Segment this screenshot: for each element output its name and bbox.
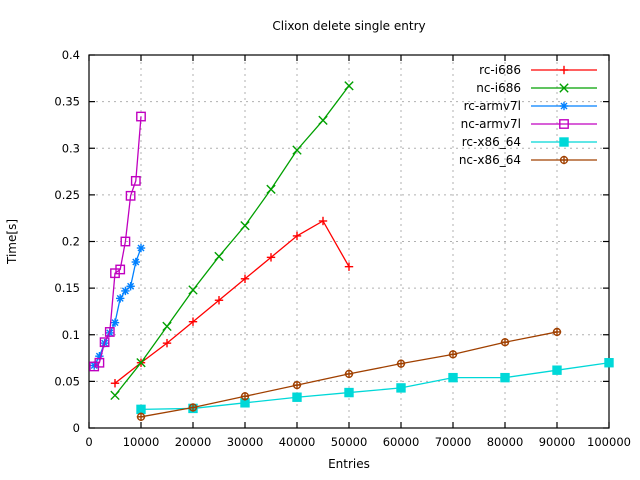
series-line-nc-armv7l xyxy=(93,116,142,367)
legend-label-rc-armv7l: rc-armv7l xyxy=(464,99,521,113)
x-tick-label: 60000 xyxy=(383,435,420,449)
y-axis-label: Time[s] xyxy=(5,219,19,265)
legend-item-nc-x86_64[interactable]: nc-x86_64 xyxy=(459,153,597,167)
y-tick-label: 0.3 xyxy=(62,141,80,155)
legend-marker-rc-i686 xyxy=(559,65,569,75)
y-tick-label: 0.2 xyxy=(62,235,80,249)
series-rc-armv7l xyxy=(90,243,146,370)
x-axis-label: Entries xyxy=(328,457,370,471)
y-tick-label: 0.25 xyxy=(54,188,80,202)
legend-item-rc-x86_64[interactable]: rc-x86_64 xyxy=(462,135,597,149)
x-tick-label: 30000 xyxy=(227,435,264,449)
series-nc-armv7l xyxy=(89,111,146,372)
x-tick-label: 20000 xyxy=(175,435,212,449)
chart-title: Clixon delete single entry xyxy=(272,19,425,33)
y-tick-label: 0.15 xyxy=(54,281,80,295)
legend-label-rc-i686: rc-i686 xyxy=(479,63,521,77)
legend-marker-nc-armv7l xyxy=(559,119,569,129)
series-rc-x86_64 xyxy=(136,358,614,415)
x-tick-label: 100000 xyxy=(587,435,631,449)
series-nc-i686 xyxy=(110,81,354,401)
series-rc-i686 xyxy=(110,216,354,388)
legend-marker-rc-armv7l xyxy=(559,101,569,111)
y-tick-label: 0.05 xyxy=(54,374,80,388)
legend-item-nc-i686[interactable]: nc-i686 xyxy=(476,81,597,95)
y-tick-label: 0.1 xyxy=(62,328,80,342)
x-tick-label: 50000 xyxy=(331,435,368,449)
x-tick-label: 40000 xyxy=(279,435,316,449)
x-tick-label: 80000 xyxy=(487,435,524,449)
legend-marker-nc-i686 xyxy=(559,83,569,93)
y-tick-label: 0 xyxy=(73,421,80,435)
series-nc-x86_64 xyxy=(136,327,562,422)
legend-label-rc-x86_64: rc-x86_64 xyxy=(462,135,521,149)
x-tick-label: 90000 xyxy=(539,435,576,449)
legend-label-nc-i686: nc-i686 xyxy=(476,81,521,95)
x-tick-label: 70000 xyxy=(435,435,472,449)
y-tick-label: 0.4 xyxy=(62,48,80,62)
legend-label-nc-x86_64: nc-x86_64 xyxy=(459,153,521,167)
x-tick-label: 10000 xyxy=(123,435,160,449)
legend-item-rc-armv7l[interactable]: rc-armv7l xyxy=(464,99,597,113)
legend-item-rc-i686[interactable]: rc-i686 xyxy=(479,63,597,77)
series-line-rc-armv7l xyxy=(93,247,142,366)
series-line-rc-x86_64 xyxy=(140,362,610,410)
legend-marker-rc-x86_64 xyxy=(559,137,569,147)
plot-frame xyxy=(88,54,610,429)
legend-label-nc-armv7l: nc-armv7l xyxy=(461,117,521,131)
series-line-rc-i686 xyxy=(114,220,350,384)
legend-marker-nc-x86_64 xyxy=(559,155,569,165)
legend-item-nc-armv7l[interactable]: nc-armv7l xyxy=(461,117,597,131)
y-tick-label: 0.35 xyxy=(54,95,80,109)
series-line-nc-i686 xyxy=(114,85,350,396)
x-tick-label: 0 xyxy=(85,435,92,449)
